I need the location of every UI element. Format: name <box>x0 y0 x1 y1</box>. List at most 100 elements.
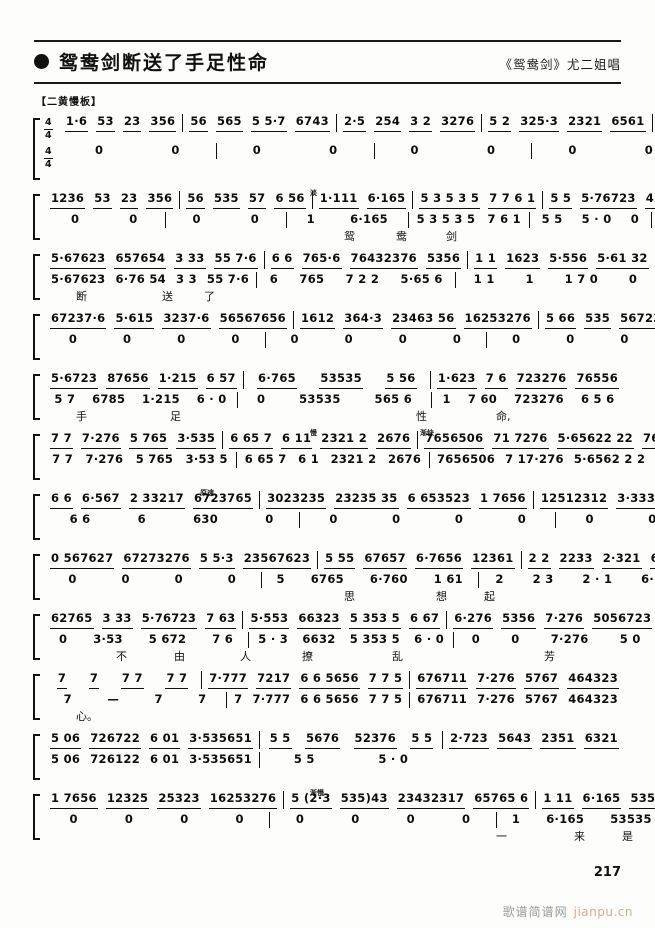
measure: 5 6765 6·760 1 61 <box>260 572 479 588</box>
note-group: 6632 <box>302 632 336 646</box>
measure: 7 7 7·276 5 765 3·53 5 <box>44 452 236 468</box>
note-group: 765 <box>299 272 325 286</box>
note-group: 2 2 <box>527 551 551 569</box>
lyric-line <box>44 768 625 783</box>
note-group: 3237·6 <box>162 311 211 329</box>
note-group: 2233 <box>558 551 594 569</box>
note-group: 66323 <box>297 611 341 629</box>
note-group: 7 63 <box>205 611 237 629</box>
measure: 6 6 765·6 76432376 5356 <box>263 251 467 269</box>
note-group: 5·65 6 <box>400 272 443 286</box>
lyric-syllable: 起 <box>484 589 495 603</box>
staff-system: 5·67623 657654 3 33 55 7·6 6 6 765·6 76432376 5… <box>30 250 649 304</box>
note-group: 325·3 <box>519 114 560 132</box>
lyric-syllable: 足 <box>170 409 181 423</box>
measure: 7·777 7217 6 6 5656 7 7 5 <box>201 671 409 689</box>
measure: 6 65 7 6 1 2321 2 2676 <box>235 452 429 468</box>
note-group: 6785 <box>92 392 126 406</box>
note-group: 5 · 0 <box>378 752 409 766</box>
measure: 1 1 1623 5·556 5·61 32 <box>467 251 655 269</box>
page-number: 217 <box>593 865 621 880</box>
note-group: 5 765 <box>128 431 169 449</box>
note-group: 2321 2 <box>320 431 369 449</box>
note-group: 56567656 <box>218 311 287 329</box>
note-group: 6·530 <box>641 572 655 586</box>
note-group: 0 <box>58 632 68 646</box>
note-group: 1 7656 <box>50 791 98 809</box>
note-group: 565 6 <box>374 392 413 406</box>
measure: 6·765 53535 5 56 <box>242 371 430 389</box>
note-group: 7656506 <box>436 452 496 466</box>
tempo-annotation: 淡 <box>310 189 317 197</box>
note-group: 2676 <box>387 452 422 466</box>
note-group: 0 <box>177 332 186 346</box>
note-group: 71 7276 <box>492 431 549 449</box>
note-group: 5 5 <box>549 191 573 209</box>
note-group: 6 653523 <box>406 491 472 509</box>
filled-circle-icon <box>34 54 49 69</box>
note-group: 0 <box>171 143 180 157</box>
measure: 7 7 7 7 7 7 <box>44 671 201 689</box>
note-group: 5 3 5 3 5 <box>416 212 476 226</box>
note-group: 6·567 <box>80 491 121 509</box>
note-group: 67657 <box>363 551 407 569</box>
lyric-syllable: 性 <box>416 409 427 423</box>
measure: 5 7 6785 1·215 6 · 0 <box>44 392 237 408</box>
note-group: 6 11 <box>281 431 313 449</box>
measure: 5 5 5 · 0 0 <box>529 212 651 228</box>
note-group: 3 33 <box>101 611 133 629</box>
lyric-syllable: 撩 <box>302 649 313 663</box>
page-title: 鸳鸯剑断送了手足性命 <box>59 52 270 74</box>
note-group: 56723 <box>619 311 655 329</box>
note-group: 2321 <box>567 114 603 132</box>
note-group: 7 <box>63 692 72 706</box>
note-group: 2·723 <box>449 731 489 749</box>
lyric-syllable: 芳 <box>544 649 555 663</box>
note-group: 0 <box>192 212 201 226</box>
lyric-line: 不由人撩乱芳 <box>44 648 655 663</box>
note-group: 1·215 <box>157 371 198 389</box>
note-group: 7·276 <box>85 452 124 466</box>
note-group: 5·76723 <box>580 191 637 209</box>
note-group: 25323 <box>157 791 201 809</box>
note-group: 1 7 0 <box>564 272 599 286</box>
note-group: 16253276 <box>208 791 278 809</box>
note-group: 0 <box>70 212 80 226</box>
measure: 5·6723 87656 1·215 6 57 <box>44 371 243 389</box>
measure: 6 6 6·567 2 33217 6723765 <box>44 491 259 509</box>
note-group: 5 5·3 <box>198 551 235 569</box>
voice-upper: 7 7 7·276 5 765 3·535 6 65 7 6 11 2321 2 2676 76… <box>44 431 655 449</box>
staff-voices: 1236 53 23 356 56 535 57 6 56 1·111 6·165 5 3 5 3 … <box>44 190 655 244</box>
note-group: 7·276 <box>80 431 121 449</box>
voice-lower: 6 66630000000000 <box>44 512 655 528</box>
note-group: 5·67623 <box>50 251 107 269</box>
note-group: 5 5·7 <box>250 114 287 132</box>
lyric-line <box>44 169 655 184</box>
system-brace <box>30 430 41 484</box>
tempo-annotation: 慢 <box>310 429 317 437</box>
note-group: 0 <box>568 143 577 157</box>
note-group: 6 1 <box>298 452 320 466</box>
measure: 6 6 6 630 0 <box>44 512 299 528</box>
note-group: 0 <box>227 572 237 586</box>
measure: 6·276 5356 7·276 5056723 <box>446 611 655 629</box>
note-group: 6 6 <box>69 512 91 526</box>
measure: 1612 364·3 23463 56 16253276 <box>292 311 538 329</box>
note-group: 3·53 5 <box>185 452 228 466</box>
note-group: 0 567627 <box>50 551 115 569</box>
note-group: 7·276 <box>544 611 585 629</box>
note-group: 6 · 0 <box>196 392 227 406</box>
watermark-en-label: jianpu.cn <box>573 904 633 919</box>
tempo-annotation: 渐慢 <box>310 789 324 797</box>
note-group: 1 11 <box>542 791 574 809</box>
note-group: 726122 <box>90 752 141 766</box>
note-group: 6321 <box>583 731 619 749</box>
